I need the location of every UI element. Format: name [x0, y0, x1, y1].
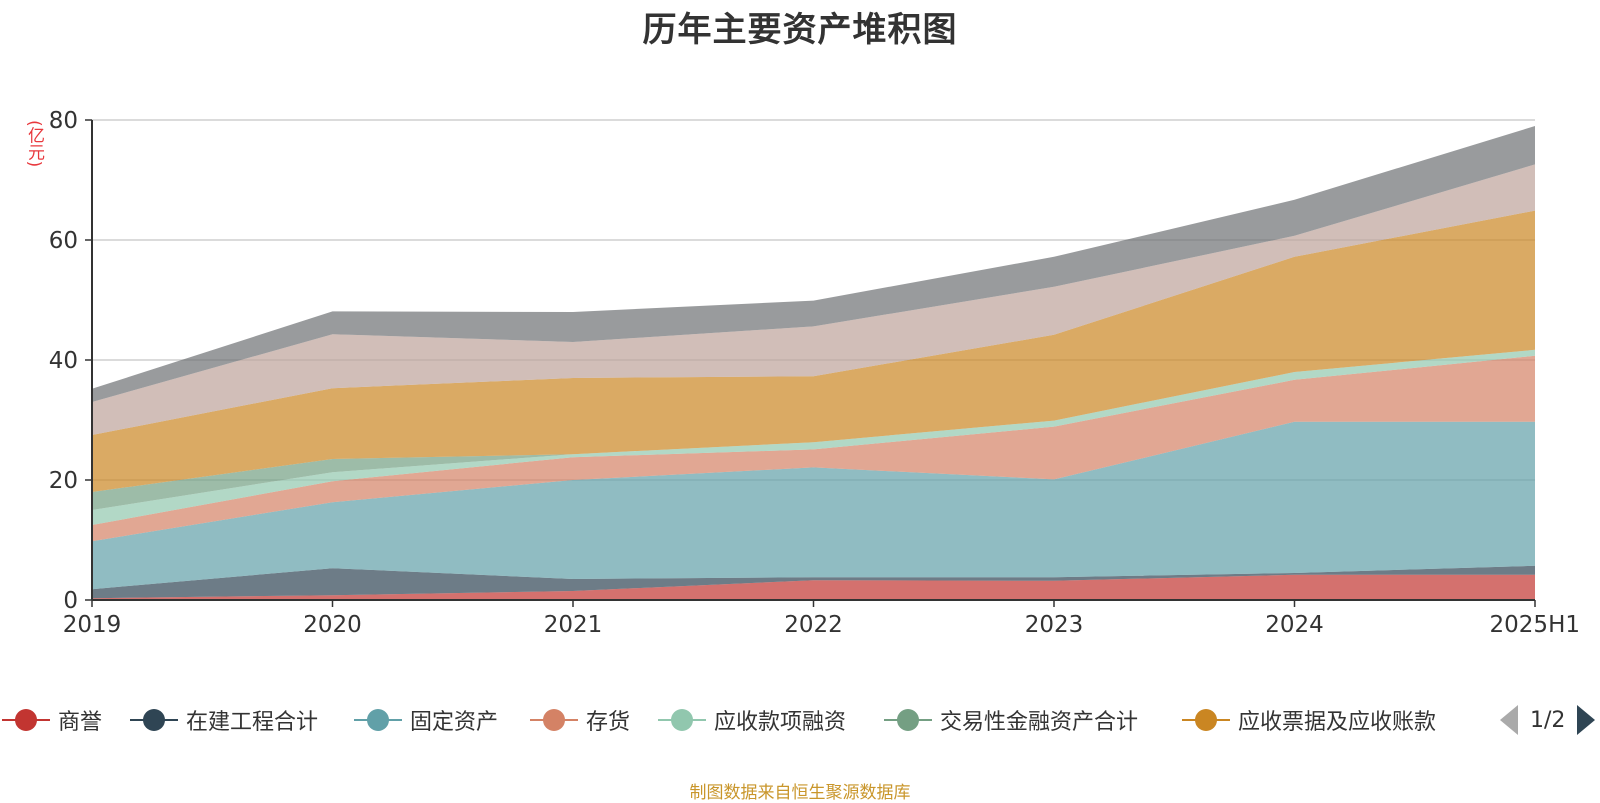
legend-item[interactable]: 在建工程合计 [128, 702, 318, 738]
area-series [92, 126, 1535, 600]
x-tick-label: 2025H1 [1490, 612, 1580, 638]
legend-item[interactable]: 应收票据及应收账款 [1180, 702, 1436, 738]
area-series-8 [92, 164, 1535, 435]
legend-item[interactable]: 交易性金融资产合计 [882, 702, 1138, 738]
y-tick-label: 20 [49, 468, 78, 494]
area-series-9 [92, 126, 1535, 402]
stacked-area-chart: 0 20 40 60 80 2019 2020 2021 2022 2023 2024 2025H1 [49, 108, 1580, 638]
legend-label: 在建工程合计 [186, 710, 319, 735]
legend-label: 应收款项融资 [714, 710, 847, 735]
legend-label: 应收票据及应收账款 [1238, 710, 1437, 735]
prev-page-icon[interactable] [1500, 705, 1518, 735]
y-tick-label: 80 [49, 108, 78, 134]
legend-label: 存货 [586, 710, 631, 735]
y-tick-label: 0 [63, 588, 78, 614]
legend-item[interactable]: 固定资产 [352, 702, 498, 738]
area-series-2 [92, 565, 1535, 599]
legend-page-indicator: 1/2 [1530, 707, 1566, 733]
legend-marker-icon [128, 702, 180, 738]
x-tick-label: 2020 [303, 612, 362, 638]
legend-marker-icon [528, 702, 580, 738]
x-tick-label: 2024 [1265, 612, 1324, 638]
y-axis-unit-label: (亿元) [24, 120, 44, 168]
axes [85, 119, 1536, 607]
x-tick-label: 2022 [784, 612, 843, 638]
x-tick-label: 2023 [1025, 612, 1084, 638]
legend: 商誉 在建工程合计 固定资产 存货 应收款项融资 交易性金融资产合计 应收票据及应收账款 [0, 702, 1600, 738]
legend-marker-icon [352, 702, 404, 738]
legend-label: 固定资产 [410, 710, 499, 735]
tick-labels: 0 20 40 60 80 2019 2020 2021 2022 2023 2024 2025H1 [49, 108, 1580, 638]
legend-item[interactable]: 应收款项融资 [656, 702, 846, 738]
area-series-7 [92, 210, 1535, 492]
legend-label: 商誉 [58, 710, 103, 735]
legend-item[interactable]: 商誉 [0, 702, 102, 738]
data-source-note: 制图数据来自恒生聚源数据库 [689, 783, 911, 803]
x-tick-label: 2021 [544, 612, 603, 638]
chart-title: 历年主要资产堆积图 [642, 10, 958, 50]
area-series-1 [92, 574, 1535, 600]
y-tick-label: 60 [49, 228, 78, 254]
legend-marker-icon [1180, 702, 1232, 738]
y-tick-label: 40 [49, 348, 78, 374]
x-tick-label: 2019 [63, 612, 122, 638]
next-page-icon[interactable] [1577, 705, 1596, 735]
area-series-5 [92, 349, 1535, 525]
area-series-3 [92, 421, 1535, 590]
legend-marker-icon [656, 702, 708, 738]
legend-marker-icon [882, 702, 934, 738]
legend-pager: 1/2 [1500, 702, 1596, 738]
legend-label: 交易性金融资产合计 [940, 710, 1139, 735]
legend-marker-icon [0, 702, 52, 738]
area-series-4 [92, 355, 1535, 542]
legend-item[interactable]: 存货 [528, 702, 630, 738]
